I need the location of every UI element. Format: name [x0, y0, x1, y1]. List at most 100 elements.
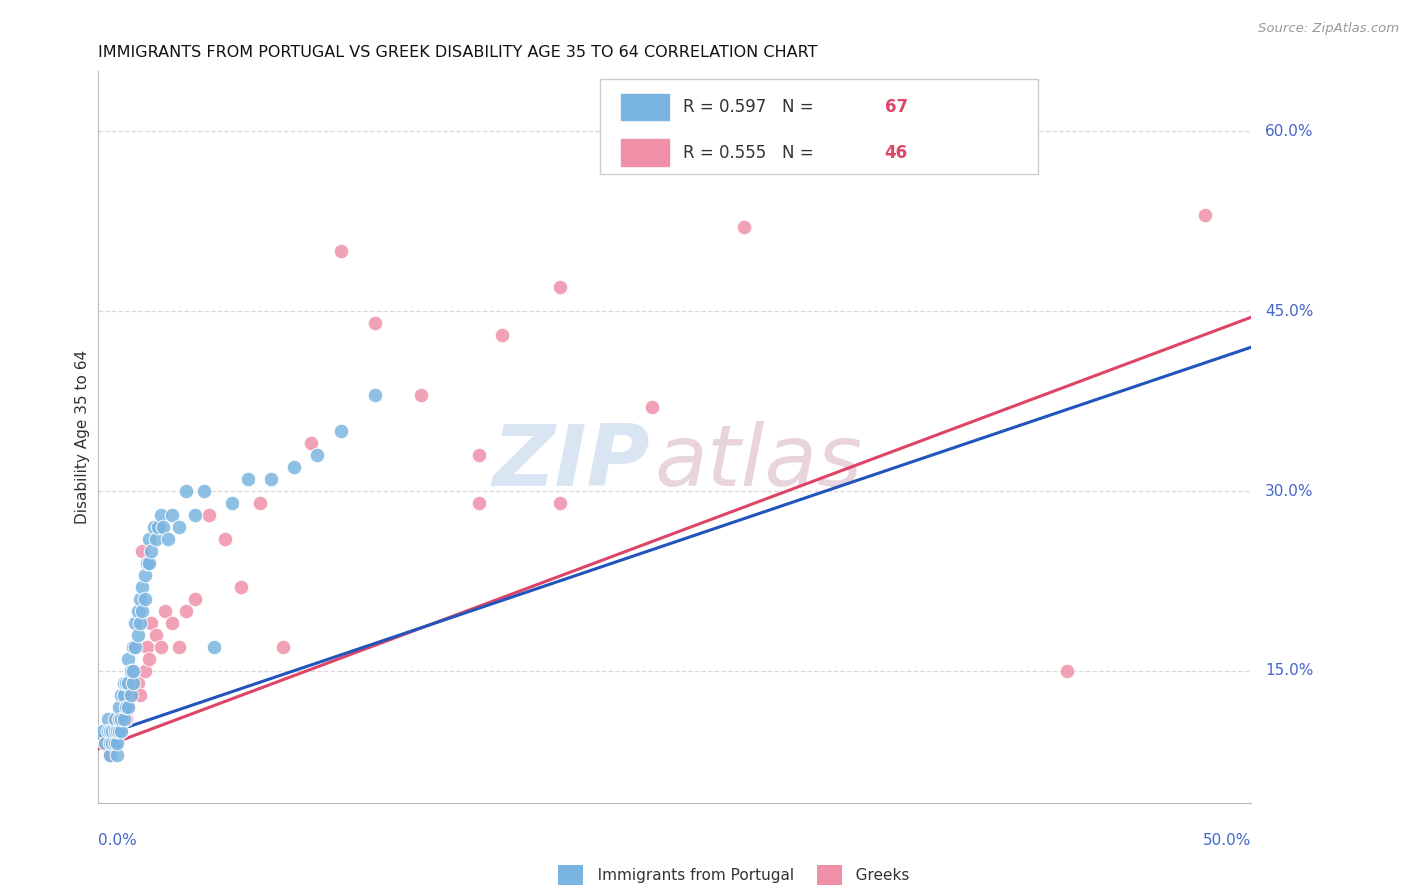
Point	[105, 723, 128, 738]
Point	[115, 699, 138, 714]
Point	[329, 424, 352, 438]
Point	[411, 388, 433, 402]
Point	[329, 244, 352, 259]
Point	[167, 520, 190, 534]
Point	[134, 568, 156, 582]
Point	[155, 604, 177, 618]
Point	[468, 496, 491, 510]
Point	[117, 652, 139, 666]
Point	[98, 723, 121, 738]
Point	[117, 699, 139, 714]
Point	[138, 652, 160, 666]
Text: Immigrants from Portugal: Immigrants from Portugal	[583, 869, 794, 883]
Point	[94, 736, 117, 750]
Point	[198, 508, 221, 522]
Point	[283, 460, 305, 475]
Point	[97, 723, 120, 738]
Point	[101, 736, 124, 750]
Point	[120, 664, 142, 678]
Point	[134, 664, 156, 678]
Point	[98, 736, 121, 750]
Point	[364, 388, 387, 402]
Point	[122, 640, 145, 654]
Text: ZIP: ZIP	[492, 421, 650, 504]
Point	[271, 640, 294, 654]
Point	[138, 556, 160, 570]
Point	[468, 448, 491, 462]
Point	[117, 699, 139, 714]
Point	[124, 640, 146, 654]
Point	[110, 712, 132, 726]
Point	[548, 280, 571, 294]
Point	[112, 688, 135, 702]
Point	[112, 712, 135, 726]
Point	[131, 580, 153, 594]
Point	[122, 664, 145, 678]
Point	[112, 676, 135, 690]
Point	[167, 640, 190, 654]
Point	[249, 496, 271, 510]
Text: 45.0%: 45.0%	[1265, 303, 1313, 318]
Point	[108, 699, 131, 714]
Point	[103, 736, 125, 750]
Point	[156, 532, 179, 546]
Point	[364, 316, 387, 330]
Point	[110, 688, 132, 702]
Text: 67: 67	[884, 98, 908, 116]
Point	[101, 736, 124, 750]
Point	[131, 544, 153, 558]
Point	[110, 723, 132, 738]
Point	[103, 712, 125, 726]
Point	[202, 640, 225, 654]
Point	[105, 736, 128, 750]
Text: IMMIGRANTS FROM PORTUGAL VS GREEK DISABILITY AGE 35 TO 64 CORRELATION CHART: IMMIGRANTS FROM PORTUGAL VS GREEK DISABI…	[98, 45, 818, 61]
Point	[98, 747, 121, 762]
Point	[160, 615, 183, 630]
Point	[221, 496, 243, 510]
Point	[101, 723, 124, 738]
Text: R = 0.597   N =: R = 0.597 N =	[683, 98, 818, 116]
Text: atlas: atlas	[654, 421, 862, 504]
Point	[548, 496, 571, 510]
FancyBboxPatch shape	[600, 78, 1038, 174]
Point	[174, 604, 197, 618]
Point	[260, 472, 283, 486]
Point	[108, 712, 131, 726]
Point	[193, 483, 215, 498]
Point	[103, 723, 125, 738]
Point	[214, 532, 236, 546]
Point	[491, 328, 513, 343]
Point	[307, 448, 329, 462]
Point	[110, 723, 132, 738]
Y-axis label: Disability Age 35 to 64: Disability Age 35 to 64	[75, 350, 90, 524]
Point	[145, 628, 167, 642]
Text: 15.0%: 15.0%	[1265, 664, 1313, 679]
Point	[142, 520, 165, 534]
Point	[135, 556, 157, 570]
Point	[299, 436, 322, 450]
Point	[108, 712, 131, 726]
Point	[129, 615, 152, 630]
Point	[129, 688, 152, 702]
Point	[94, 736, 117, 750]
FancyBboxPatch shape	[620, 94, 669, 120]
Point	[1194, 208, 1216, 222]
Point	[115, 712, 138, 726]
FancyBboxPatch shape	[620, 139, 669, 166]
Point	[115, 676, 138, 690]
Point	[174, 483, 197, 498]
Text: 30.0%: 30.0%	[1265, 483, 1313, 499]
Point	[134, 591, 156, 606]
Text: 50.0%: 50.0%	[1204, 833, 1251, 848]
Point	[105, 723, 128, 738]
Text: Greeks: Greeks	[841, 869, 910, 883]
Point	[120, 688, 142, 702]
Text: R = 0.555   N =: R = 0.555 N =	[683, 144, 818, 161]
Point	[108, 723, 131, 738]
Point	[184, 508, 207, 522]
Point	[122, 676, 145, 690]
Text: Source: ZipAtlas.com: Source: ZipAtlas.com	[1258, 22, 1399, 36]
Point	[117, 676, 139, 690]
Point	[138, 532, 160, 546]
Point	[149, 508, 172, 522]
